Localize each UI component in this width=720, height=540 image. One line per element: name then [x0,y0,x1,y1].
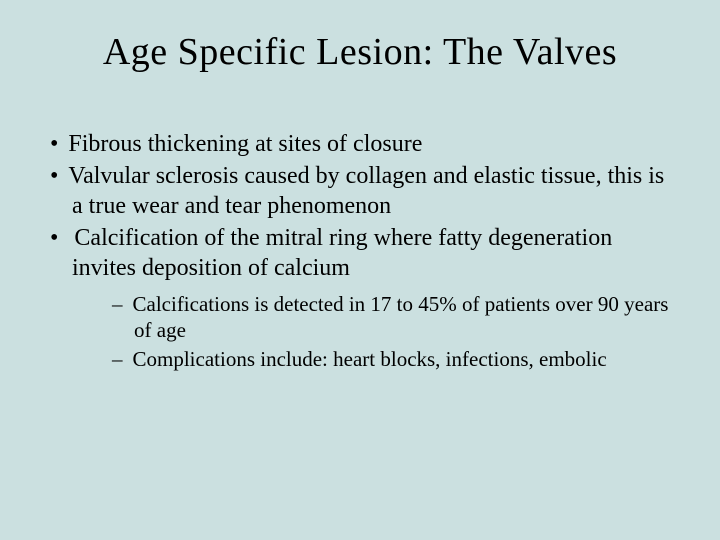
bullet-item: Calcification of the mitral ring where f… [50,223,670,372]
bullet-item: Fibrous thickening at sites of closure [50,129,670,159]
bullet-item: Valvular sclerosis caused by collagen an… [50,161,670,221]
sub-bullet-item: Calcifications is detected in 17 to 45% … [112,291,670,344]
bullet-text: Calcification of the mitral ring where f… [72,225,612,281]
slide-title: Age Specific Lesion: The Valves [40,30,680,74]
bullet-list: Fibrous thickening at sites of closure V… [40,129,680,372]
sub-bullet-list: Calcifications is detected in 17 to 45% … [72,291,670,372]
sub-bullet-item: Complications include: heart blocks, inf… [112,346,670,372]
slide: Age Specific Lesion: The Valves Fibrous … [0,0,720,540]
